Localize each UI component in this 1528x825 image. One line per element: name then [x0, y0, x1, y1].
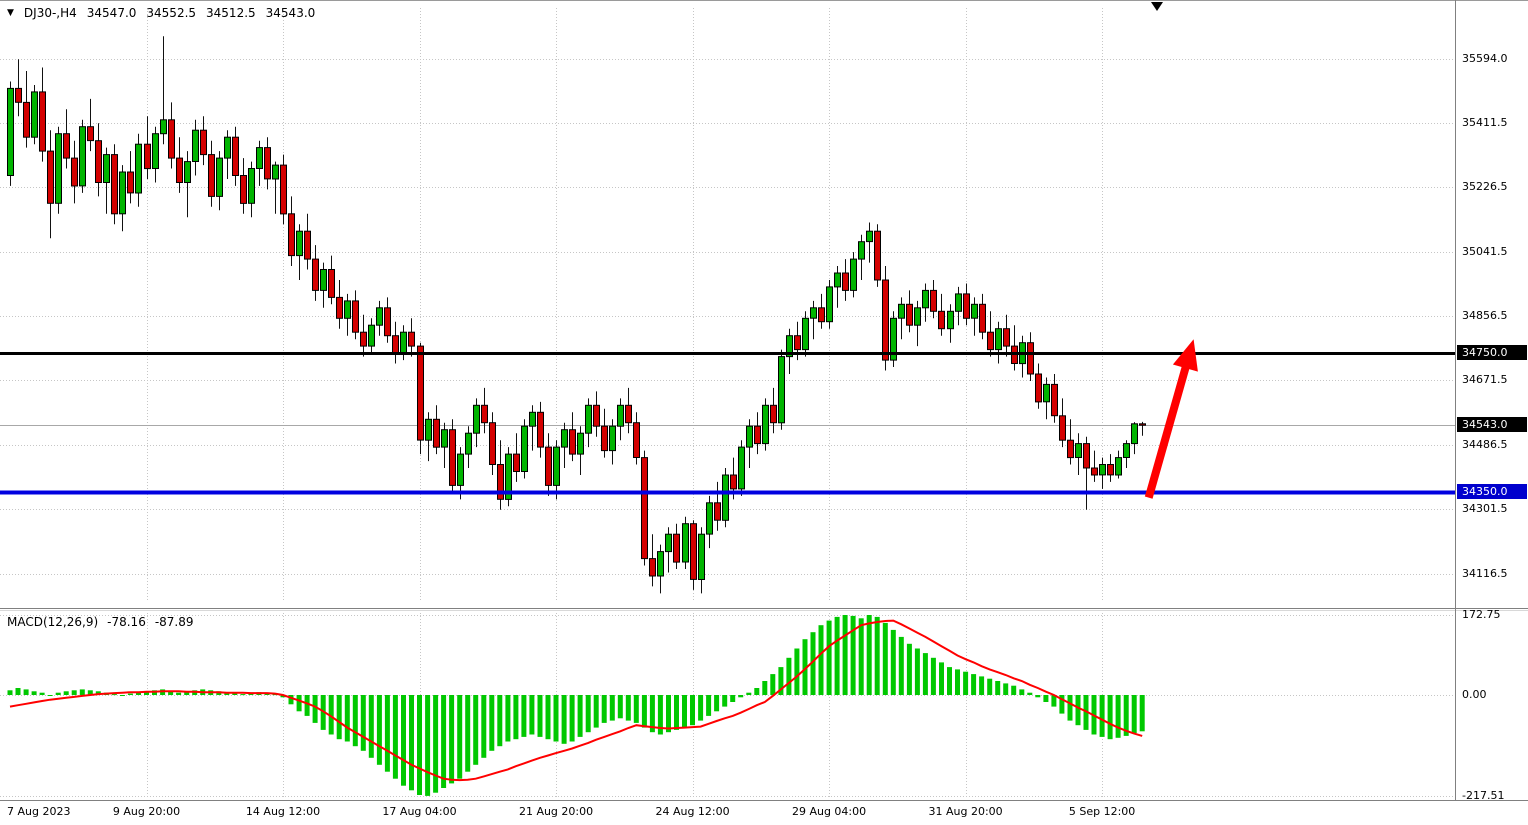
support-price-badge: 34350.0: [1457, 484, 1527, 499]
price-tick-label: 34301.5: [1462, 502, 1508, 515]
macd-signal-line: [9, 619, 1143, 782]
macd-histogram: [7, 615, 1145, 796]
price-tick-label: 35594.0: [1462, 52, 1508, 65]
time-tick-label: 17 Aug 04:00: [382, 805, 457, 818]
macd-tick-label: 172.75: [1462, 608, 1501, 621]
time-tick-label: 21 Aug 20:00: [518, 805, 594, 818]
time-tick-label: 14 Aug 12:00: [245, 805, 321, 818]
chart-canvas[interactable]: [0, 0, 1528, 801]
grid: [0, 8, 1455, 797]
price-tick-label: 34486.5: [1462, 438, 1508, 451]
pane-borders: [0, 0, 1528, 801]
time-tick-label: 31 Aug 20:00: [928, 805, 1003, 818]
price-tick-label: 35411.5: [1462, 116, 1508, 129]
price-axis[interactable]: 35594.0 35411.5 35226.5 35041.5 34856.5 34671…: [1456, 0, 1528, 802]
macd-tick-label: -217.51: [1462, 789, 1505, 802]
time-tick-label: 9 Aug 20:00: [112, 805, 181, 818]
trend-arrow[interactable]: [1144, 339, 1198, 499]
level-lines: [0, 352, 1455, 495]
time-tick-label: 24 Aug 12:00: [655, 805, 730, 818]
price-tick-label: 34856.5: [1462, 309, 1508, 322]
current-price-badge: 34543.0: [1457, 417, 1527, 432]
time-tick-label: 29 Aug 04:00: [791, 805, 867, 818]
price-tick-label: 34116.5: [1462, 567, 1508, 580]
macd-tick-label: 0.00: [1462, 688, 1487, 701]
resistance-price-badge: 34750.0: [1457, 345, 1527, 360]
chart-shift-marker-icon[interactable]: [1151, 2, 1163, 11]
time-tick-label: 5 Sep 12:00: [1068, 805, 1136, 818]
price-tick-label: 35041.5: [1462, 245, 1508, 258]
candlesticks: [7, 36, 1146, 594]
price-tick-label: 34671.5: [1462, 373, 1508, 386]
time-tick-label: 7 Aug 2023: [7, 805, 71, 818]
time-axis[interactable]: 7 Aug 2023 9 Aug 20:00 14 Aug 12:00 17 Aug …: [0, 801, 1528, 825]
price-tick-label: 35226.5: [1462, 180, 1508, 193]
